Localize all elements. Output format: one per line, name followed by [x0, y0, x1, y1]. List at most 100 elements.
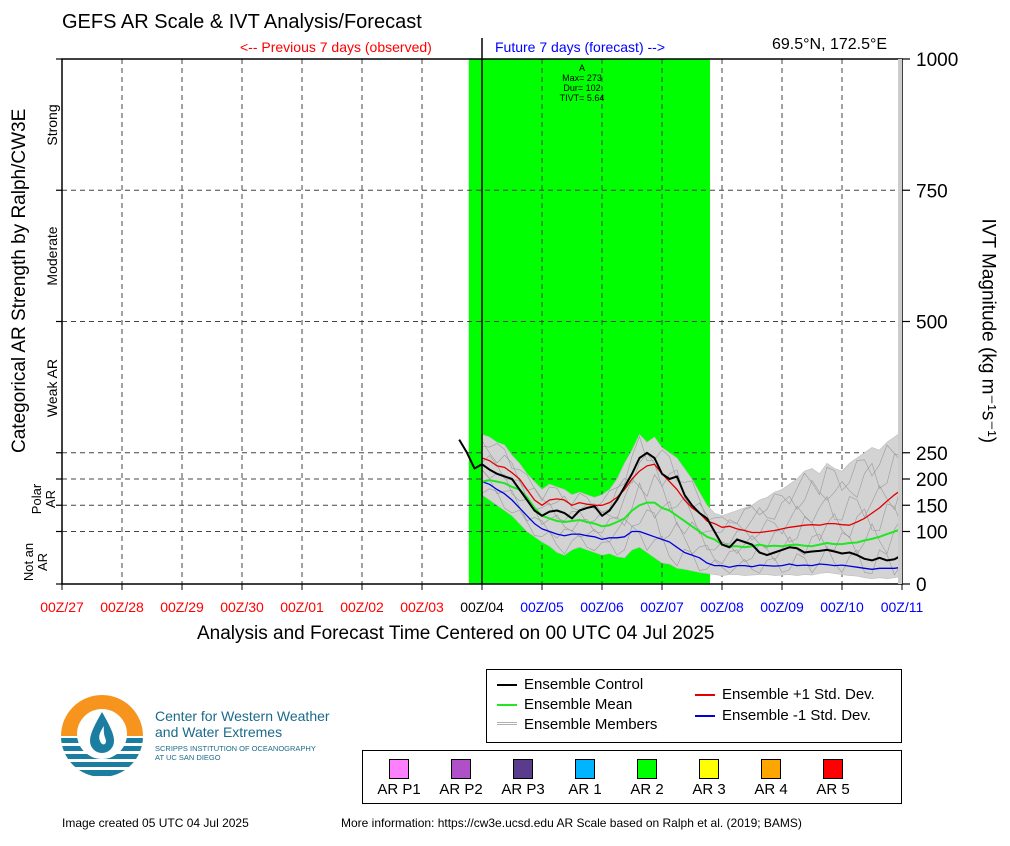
x-axis-title: Analysis and Forecast Time Centered on 0… [197, 623, 715, 644]
ar-category-label: AR 4 [754, 781, 788, 798]
cw3e-logo-icon [61, 695, 143, 777]
x-tick-label-00Z/06: 00Z/06 [580, 599, 624, 615]
y-tick-label-750: 750 [916, 181, 948, 202]
ar-category-label: AR 5 [816, 781, 850, 798]
x-tick-label-00Z/30: 00Z/30 [220, 599, 264, 615]
x-tick-label-00Z/11: 00Z/11 [881, 599, 924, 615]
ensemble-member-line-1 [481, 488, 903, 576]
event-annotation-id: A [578, 63, 585, 73]
x-tick-label-00Z/09: 00Z/09 [760, 599, 804, 615]
x-tick-label-00Z/07: 00Z/07 [640, 599, 684, 615]
x-tick-label-00Z/28: 00Z/28 [100, 599, 144, 615]
event-annotation-tivt: TIVT= 5.64 [559, 93, 605, 103]
y-tick-label-1000: 1000 [916, 50, 958, 71]
ar-category-ar-5: AR 5 [805, 759, 861, 798]
ar-category-swatch [451, 759, 471, 779]
ensemble-member-line-4 [481, 454, 903, 545]
legend-minus-sd-swatch [695, 714, 715, 717]
x-tick-label-00Z/08: 00Z/08 [700, 599, 744, 615]
ar-category-ar-4: AR 4 [743, 759, 799, 798]
series-line-mean [481, 479, 903, 549]
legend-minus-sd-label: Ensemble -1 Std. Dev. [722, 707, 871, 724]
x-tick-label-00Z/29: 00Z/29 [160, 599, 204, 615]
y-tick-label-150: 150 [916, 496, 948, 517]
category-moderate: Moderate [44, 226, 60, 286]
ar-category-ar-3: AR 3 [681, 759, 737, 798]
ar-category-ar-1: AR 1 [557, 759, 613, 798]
category-not-an-ar-line1: Not an [21, 542, 36, 582]
legend-members-label: Ensemble Members [524, 716, 658, 733]
series-legend: Ensemble Control Ensemble Mean Ensemble … [486, 669, 902, 743]
ensemble-member-line-3 [481, 469, 903, 554]
category-not-an-ar-line2: AR [35, 552, 50, 572]
y-tick-label-100: 100 [916, 523, 948, 544]
ar-category-label: AR P1 [377, 781, 421, 798]
event-annotation-duration: Dur= 102 [563, 83, 601, 93]
event-annotation: A Max= 273 Dur= 102 TIVT= 5.64 [552, 63, 612, 103]
footer-info: More information: https://cw3e.ucsd.edu … [341, 816, 802, 830]
ar-category-legend: AR P1 AR P2 AR P3 AR 1 AR 2 AR 3 AR 4 AR 5 [362, 750, 902, 804]
y-tick-label-0: 0 [916, 575, 927, 596]
x-tick-label-00Z/27: 00Z/27 [40, 599, 84, 615]
past-period-label: <-- Previous 7 days (observed) [240, 39, 432, 55]
ensemble-member-line-6 [481, 435, 903, 524]
legend-mean-label: Ensemble Mean [524, 696, 633, 713]
legend-minus-sd: Ensemble -1 Std. Dev. [695, 707, 871, 724]
future-period-label: Future 7 days (forecast) --> [495, 39, 666, 55]
x-tick-label-00Z/02: 00Z/02 [340, 599, 384, 615]
y-tick-label-500: 500 [916, 313, 948, 334]
category-not-an-ar: Not an AR [21, 532, 50, 592]
ar-category-ar-2: AR 2 [619, 759, 675, 798]
ar-category-swatch [823, 759, 843, 779]
series-line-control [458, 439, 903, 562]
category-weak-ar: Weak AR [44, 358, 60, 418]
ar-category-label: AR P2 [439, 781, 483, 798]
legend-mean: Ensemble Mean [497, 696, 632, 713]
ar-category-swatch [389, 759, 409, 779]
location-label: 69.5°N, 172.5°E [772, 36, 888, 53]
ar-category-swatch [699, 759, 719, 779]
legend-members-swatch [497, 721, 517, 728]
x-tick-label-00Z/01: 00Z/01 [280, 599, 324, 615]
legend-members: Ensemble Members [497, 716, 657, 733]
legend-control-swatch [497, 683, 517, 686]
axis-layer: 0 100 150 200 250 500 750 1000 00Z/27 00Z/28 00Z/2… [40, 38, 958, 615]
legend-control-label: Ensemble Control [524, 676, 644, 693]
ar-category-ar-p2: AR P2 [433, 759, 489, 798]
ar-category-label: AR P3 [501, 781, 545, 798]
y-tick-label-250: 250 [916, 444, 948, 465]
category-polar-ar-line2: AR [43, 489, 58, 509]
footer-created: Image created 05 UTC 04 Jul 2025 [62, 816, 249, 830]
x-tick-label-00Z/04: 00Z/04 [460, 599, 504, 615]
category-polar-ar-line1: Polar [29, 483, 44, 515]
left-axis-title: Categorical AR Strength by Ralph/CW3E [9, 108, 30, 453]
legend-mean-swatch [497, 703, 517, 706]
ar-category-label: AR 3 [692, 781, 726, 798]
category-strong: Strong [44, 104, 60, 146]
series-line-plus_sd [481, 457, 903, 534]
right-axis-title: IVT Magnitude (kg m⁻¹s⁻¹) [977, 218, 999, 444]
logo-line-4: AT UC SAN DIEGO [155, 753, 221, 762]
legend-plus-sd: Ensemble +1 Std. Dev. [695, 686, 875, 703]
ar-category-swatch [637, 759, 657, 779]
ar-category-ar-p3: AR P3 [495, 759, 551, 798]
event-annotation-max: Max= 273 [562, 73, 602, 83]
ar-category-swatch [513, 759, 533, 779]
logo-line-1: Center for Western Weather [155, 708, 330, 724]
legend-plus-sd-label: Ensemble +1 Std. Dev. [722, 686, 875, 703]
ar-category-ar-p1: AR P1 [371, 759, 427, 798]
legend-control: Ensemble Control [497, 676, 643, 693]
x-tick-label-00Z/10: 00Z/10 [820, 599, 864, 615]
logo-line-3: SCRIPPS INSTITUTION OF OCEANOGRAPHY [155, 744, 316, 753]
x-tick-label-00Z/05: 00Z/05 [520, 599, 564, 615]
right-edge-strip [898, 59, 902, 584]
logo-text: Center for Western Weather and Water Ext… [155, 708, 330, 762]
category-polar-ar: Polar AR [29, 469, 58, 529]
ar-category-swatch [575, 759, 595, 779]
y-tick-label-200: 200 [916, 470, 948, 491]
ar-category-label: AR 2 [630, 781, 664, 798]
logo-line-2: and Water Extremes [155, 724, 283, 740]
chart-title: GEFS AR Scale & IVT Analysis/Forecast [62, 11, 422, 33]
series-line-minus_sd [481, 480, 903, 570]
